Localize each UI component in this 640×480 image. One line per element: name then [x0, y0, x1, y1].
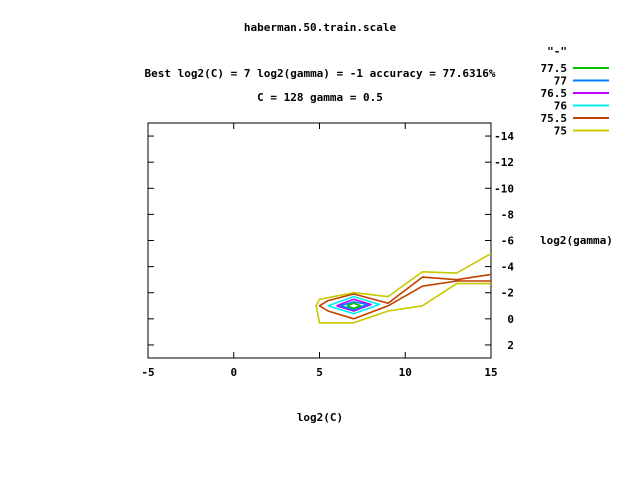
chart-subtitle-2: C = 128 gamma = 0.5: [257, 91, 383, 104]
legend-label-3: 76: [554, 100, 568, 113]
y-tick-label-5: -4: [501, 261, 515, 274]
chart-subtitle-1: Best log2(C) = 7 log2(gamma) = -1 accura…: [145, 67, 496, 80]
axis-ticks: -5 0 5 10 15 -14 -12 -10 -8 -6 -4 -2 0 2: [141, 123, 514, 379]
contour-line-1-0: [318, 273, 492, 320]
x-tick-label-4: 15: [484, 366, 497, 379]
contour-series: [315, 252, 492, 324]
contour-line-4-0: [339, 301, 369, 311]
y-tick-label-3: -8: [501, 208, 514, 221]
x-tick-label-1: 0: [230, 366, 237, 379]
y-tick-label-4: -6: [501, 235, 515, 248]
contour-line-5-0: [346, 302, 362, 310]
y-tick-label-7: 0: [507, 313, 514, 326]
x-tick-label-2: 5: [316, 366, 323, 379]
contour-line-3-0: [336, 298, 372, 312]
x-tick-label-3: 10: [399, 366, 412, 379]
legend-label-2: 76.5: [541, 87, 568, 100]
x-axis-label: log2(C): [297, 411, 343, 424]
contour-line-0-0: [315, 252, 492, 324]
y-axis-label: log2(gamma): [540, 234, 613, 247]
legend-label-1: 77: [554, 75, 567, 88]
legend-title: "-": [547, 45, 567, 58]
legend-label-4: 75.5: [541, 112, 568, 125]
y-tick-label-2: -10: [494, 182, 514, 195]
legend-label-5: 75: [554, 125, 567, 138]
contour-line-2-0: [327, 295, 381, 315]
y-tick-label-0: -14: [494, 130, 514, 143]
chart-title: haberman.50.train.scale: [244, 21, 397, 34]
y-tick-label-1: -12: [494, 156, 514, 169]
y-tick-label-6: -2: [501, 287, 514, 300]
y-tick-label-8: 2: [507, 339, 514, 352]
x-tick-label-0: -5: [141, 366, 154, 379]
legend-label-0: 77.5: [541, 62, 568, 75]
